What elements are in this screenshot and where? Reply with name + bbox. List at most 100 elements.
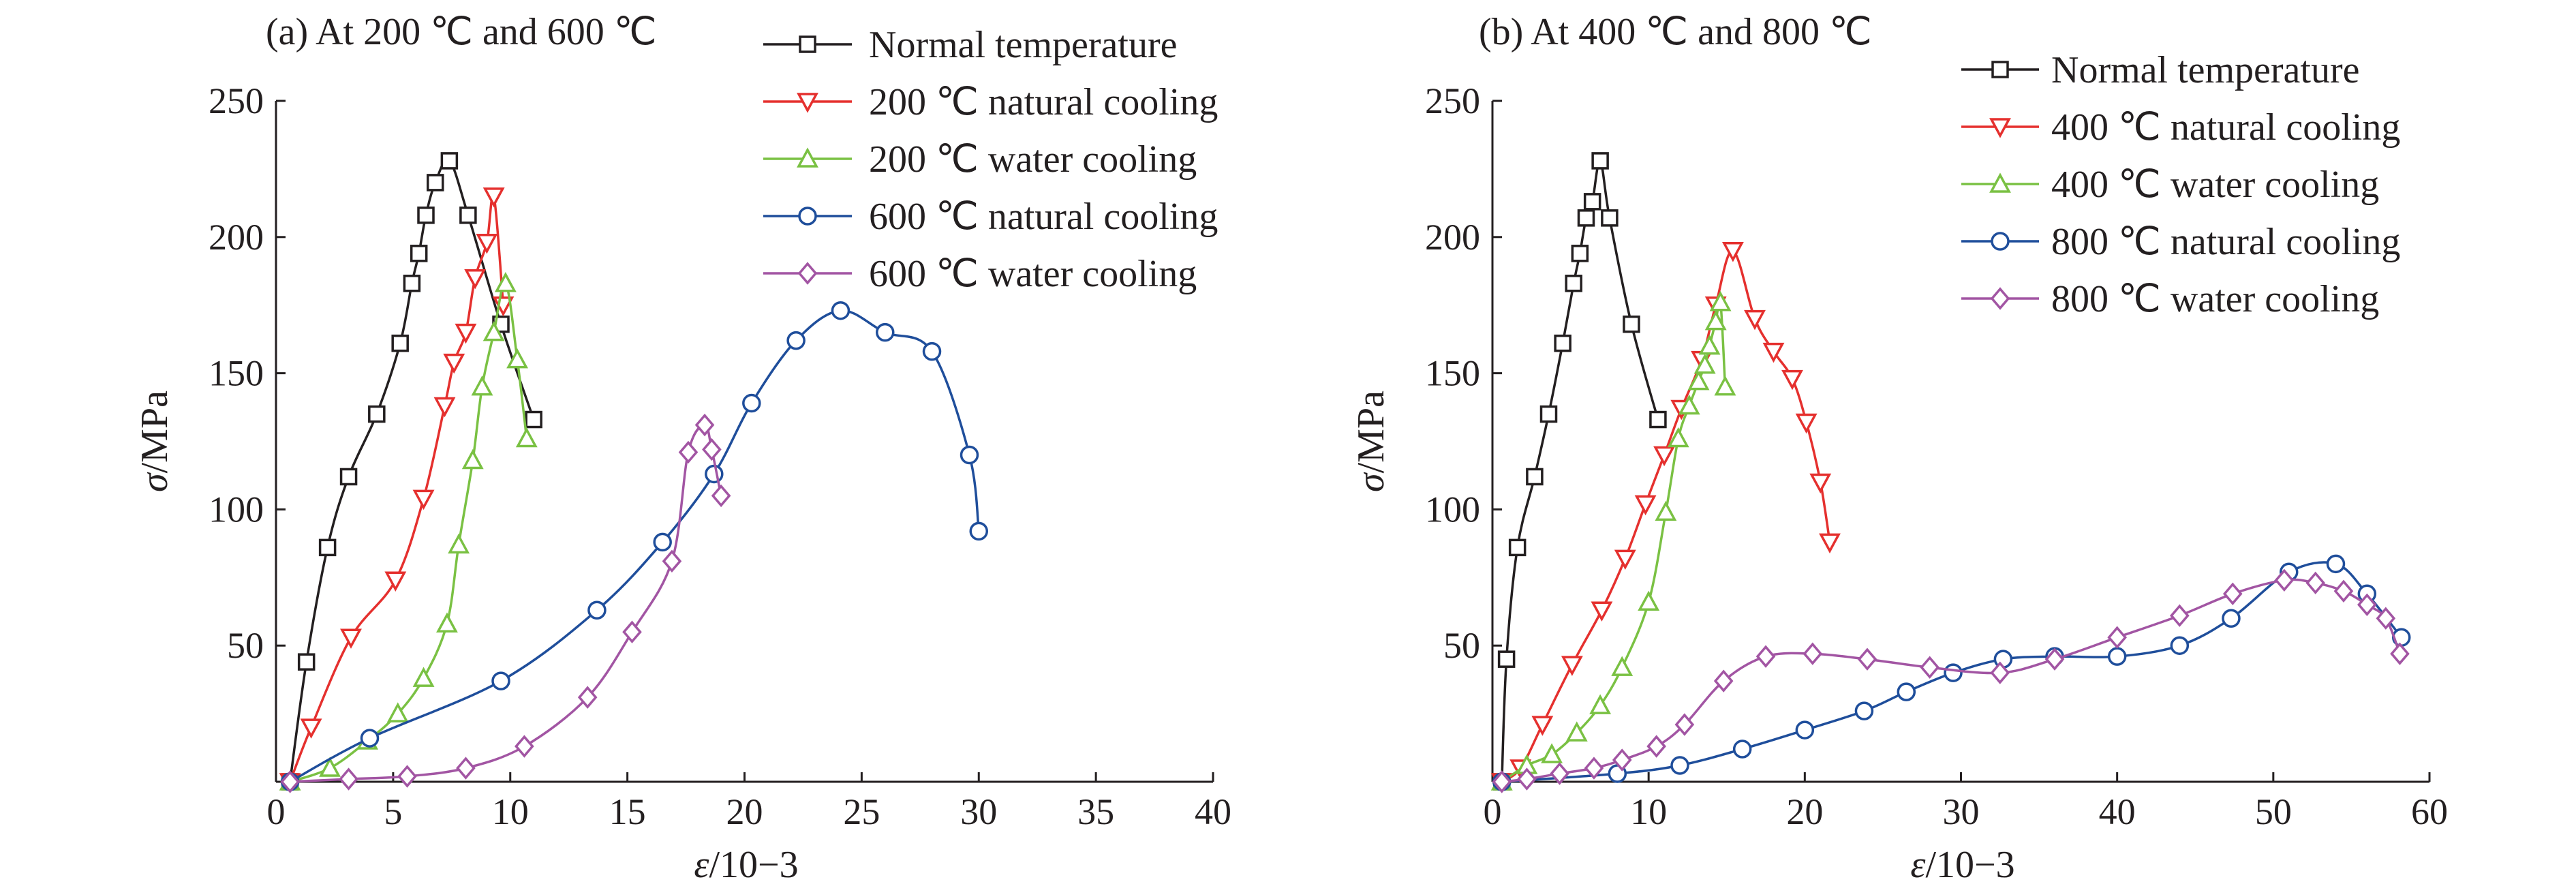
data-point	[318, 538, 337, 557]
data-point	[1795, 720, 1815, 740]
series-line	[288, 193, 505, 782]
y-axis-title: σ/MPa	[134, 391, 176, 492]
y-tick-label: 150	[1425, 353, 1480, 394]
data-point	[1653, 446, 1676, 467]
x-tick-label: 25	[843, 791, 880, 832]
data-point	[1897, 682, 1916, 701]
data-point	[1492, 770, 1512, 793]
data-point	[1508, 538, 1527, 557]
data-point	[1803, 642, 1823, 665]
data-point	[622, 620, 642, 643]
series-1	[281, 152, 542, 791]
data-point	[1638, 590, 1660, 611]
data-point	[368, 405, 386, 423]
legend-label: 800 ℃ water cooling	[2051, 278, 2379, 320]
data-point	[1601, 209, 1619, 227]
legend-marker	[1991, 232, 2010, 251]
x-axis-symbol: ε	[694, 844, 709, 884]
legend-entry: 800 ℃ water cooling	[1961, 278, 2379, 320]
x-tick-label: 0	[267, 791, 286, 832]
data-point	[2044, 647, 2065, 671]
data-point	[653, 532, 672, 552]
data-point	[464, 269, 487, 290]
data-point	[435, 612, 458, 632]
legend-label: 400 ℃ water cooling	[2051, 164, 2379, 206]
y-axis-symbol: σ	[1350, 472, 1392, 492]
legend-label: Normal temperature	[869, 24, 1177, 66]
data-point	[319, 757, 341, 777]
data-point	[1655, 500, 1677, 521]
data-point	[2170, 636, 2190, 655]
x-tick-label: 10	[492, 791, 529, 832]
data-point	[1550, 762, 1569, 785]
y-tick-label: 200	[209, 217, 264, 258]
data-point	[1591, 601, 1613, 622]
data-point	[1944, 663, 1963, 682]
y-tick-label: 250	[1425, 80, 1480, 121]
data-point	[360, 729, 380, 748]
y-tick-label: 50	[227, 625, 264, 666]
data-point	[876, 322, 895, 342]
data-point	[742, 393, 761, 413]
x-tick-label: 60	[2411, 791, 2448, 832]
legend-label: 400 ℃ natural cooling	[2051, 106, 2400, 149]
chart-panel-1: (a) At 200 ℃ and 600 ℃ 0 5 10 15 20 25 30 35 40 50…	[134, 11, 1231, 884]
legend-entry: Normal temperature	[1961, 49, 2359, 91]
data-point	[482, 320, 505, 341]
legend-marker	[797, 147, 818, 168]
data-point	[1674, 713, 1695, 736]
x-axis-title: ε/10−3	[694, 844, 798, 884]
data-point	[1497, 650, 1516, 668]
data-point	[339, 468, 358, 486]
data-point	[433, 397, 456, 418]
data-point	[1584, 757, 1604, 780]
data-point	[969, 521, 988, 541]
data-point	[1565, 721, 1588, 742]
data-point	[2305, 571, 2326, 594]
data-point	[506, 348, 529, 369]
y-axis-unit: /MPa	[134, 391, 176, 473]
data-point	[1526, 468, 1544, 486]
data-point	[694, 413, 715, 437]
data-point	[2376, 607, 2396, 630]
legend-entry: 400 ℃ natural cooling	[1961, 106, 2400, 149]
data-point	[1646, 735, 1666, 758]
data-point	[1795, 413, 1818, 434]
data-point	[1565, 274, 1582, 292]
data-point	[1990, 661, 2010, 684]
data-point	[2333, 579, 2354, 603]
data-point	[1589, 694, 1612, 714]
data-point	[1539, 405, 1558, 423]
data-point	[1755, 645, 1776, 668]
series-1	[1493, 152, 1667, 791]
data-point	[1670, 756, 1689, 775]
data-point	[2222, 609, 2241, 628]
data-point	[1623, 315, 1640, 333]
data-point	[459, 207, 477, 224]
data-point	[1713, 669, 1734, 692]
data-point	[1571, 245, 1589, 262]
data-point	[340, 628, 362, 649]
data-point	[417, 207, 435, 224]
y-tick-label: 50	[1443, 625, 1480, 666]
data-point	[471, 375, 493, 396]
y-tick-label: 100	[209, 489, 264, 530]
data-point	[461, 448, 484, 470]
x-tick-label: 30	[960, 791, 997, 832]
data-point	[1583, 193, 1601, 211]
legend-entry: 400 ℃ water cooling	[1961, 164, 2379, 206]
legend-marker	[1991, 61, 2009, 78]
legend-label: Normal temperature	[2051, 49, 2359, 91]
data-point	[786, 331, 806, 350]
legend-marker	[1990, 287, 2010, 310]
data-point	[705, 464, 724, 484]
legend-label: 800 ℃ natural cooling	[2051, 221, 2400, 263]
data-point	[1744, 309, 1766, 331]
data-point	[412, 489, 435, 510]
data-point	[456, 757, 476, 780]
data-point	[702, 438, 722, 461]
data-point	[1531, 716, 1554, 736]
x-tick-label: 5	[384, 791, 402, 832]
y-tick-label: 100	[1425, 489, 1480, 530]
